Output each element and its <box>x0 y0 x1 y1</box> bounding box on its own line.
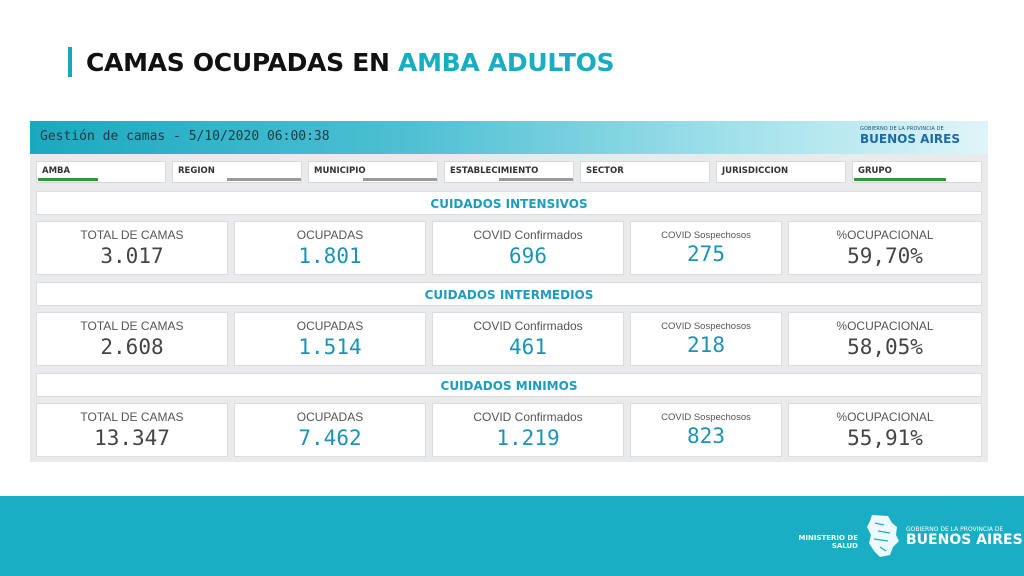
card-caption: COVID Sospechosos <box>661 230 751 241</box>
card-total: TOTAL DE CAMAS 2.608 <box>36 312 228 366</box>
card-confirmados: COVID Confirmados 461 <box>432 312 624 366</box>
card-sospechosos: COVID Sospechosos 823 <box>630 403 782 457</box>
section-title: CUIDADOS INTERMEDIOS <box>424 288 594 302</box>
card-value: 1.514 <box>298 335 362 359</box>
filter-label: GRUPO <box>858 166 892 176</box>
panel-header-text: Gestión de camas - 5/10/2020 06:00:38 <box>40 129 330 144</box>
card-value: 1.219 <box>496 426 560 450</box>
card-ocupacional: %OCUPACIONAL 55,91% <box>788 403 982 457</box>
card-ocupacional: %OCUPACIONAL 58,05% <box>788 312 982 366</box>
card-caption: COVID Confirmados <box>473 319 583 333</box>
card-value: 58,05% <box>847 335 923 359</box>
card-confirmados: COVID Confirmados 1.219 <box>432 403 624 457</box>
card-ocupadas: OCUPADAS 1.801 <box>234 221 426 275</box>
card-value: 55,91% <box>847 426 923 450</box>
filter-label: MUNICIPIO <box>314 166 366 176</box>
card-ocupacional: %OCUPACIONAL 59,70% <box>788 221 982 275</box>
card-value: 823 <box>687 424 725 448</box>
card-caption: TOTAL DE CAMAS <box>80 319 184 333</box>
filter-label: AMBA <box>42 166 71 176</box>
title-accent-bar <box>68 47 72 77</box>
card-value: 275 <box>687 242 725 266</box>
filter-establecimiento[interactable]: ESTABLECIMIENTO <box>444 161 574 183</box>
filter-amba[interactable]: AMBA <box>36 161 166 183</box>
filter-region[interactable]: REGION <box>172 161 302 183</box>
card-caption: COVID Sospechosos <box>661 321 751 332</box>
filter-label: SECTOR <box>586 166 624 176</box>
section-title: CUIDADOS MINIMOS <box>440 379 578 393</box>
card-total: TOTAL DE CAMAS 13.347 <box>36 403 228 457</box>
card-value: 2.608 <box>100 335 164 359</box>
province-logo-small: GOBIERNO DE LA PROVINCIA DE <box>860 126 944 132</box>
card-value: 461 <box>509 335 547 359</box>
card-caption: TOTAL DE CAMAS <box>80 228 184 242</box>
card-value: 59,70% <box>847 244 923 268</box>
card-caption: COVID Sospechosos <box>661 412 751 423</box>
filter-jurisdiccion[interactable]: JURISDICCION <box>716 161 846 183</box>
section-heading-intensivos: CUIDADOS INTENSIVOS <box>36 191 982 215</box>
card-sospechosos: COVID Sospechosos 275 <box>630 221 782 275</box>
card-caption: %OCUPACIONAL <box>836 228 934 242</box>
title-text: CAMAS OCUPADAS EN AMBA ADULTOS <box>86 47 615 77</box>
card-total: TOTAL DE CAMAS 3.017 <box>36 221 228 275</box>
card-ocupadas: OCUPADAS 1.514 <box>234 312 426 366</box>
filter-indicator <box>363 178 437 181</box>
gov-logo: GOBIERNO DE LA PROVINCIA DE BUENOS AIRES <box>906 526 1023 548</box>
province-map-icon <box>867 515 899 557</box>
card-ocupadas: OCUPADAS 7.462 <box>234 403 426 457</box>
filter-bar: AMBA REGION MUNICIPIO ESTABLECIMIENTO SE… <box>36 161 982 183</box>
filter-indicator <box>227 178 301 181</box>
filter-sector[interactable]: SECTOR <box>580 161 710 183</box>
gov-logo-big: BUENOS AIRES <box>906 532 1023 548</box>
title-part2: AMBA ADULTOS <box>398 47 615 77</box>
card-confirmados: COVID Confirmados 696 <box>432 221 624 275</box>
card-value: 7.462 <box>298 426 362 450</box>
card-caption: OCUPADAS <box>296 319 364 333</box>
card-caption: COVID Confirmados <box>473 410 583 424</box>
filter-municipio[interactable]: MUNICIPIO <box>308 161 438 183</box>
card-caption: COVID Confirmados <box>473 228 583 242</box>
section-heading-intermedios: CUIDADOS INTERMEDIOS <box>36 282 982 306</box>
dashboard-panel: Gestión de camas - 5/10/2020 06:00:38 GO… <box>30 121 988 462</box>
card-value: 3.017 <box>100 244 164 268</box>
province-logo: GOBIERNO DE LA PROVINCIA DE BUENOS AIRES <box>860 126 960 146</box>
filter-label: ESTABLECIMIENTO <box>450 166 539 176</box>
title-part1: CAMAS OCUPADAS EN <box>86 47 390 77</box>
card-caption: %OCUPACIONAL <box>836 319 934 333</box>
gov-logo-small: GOBIERNO DE LA PROVINCIA DE <box>906 526 1004 533</box>
card-value: 218 <box>687 333 725 357</box>
filter-label: JURISDICCION <box>722 166 789 176</box>
filter-grupo[interactable]: GRUPO <box>852 161 982 183</box>
filter-label: REGION <box>178 166 215 176</box>
card-caption: OCUPADAS <box>296 410 364 424</box>
filter-indicator <box>854 178 946 181</box>
filter-indicator <box>499 178 573 181</box>
card-sospechosos: COVID Sospechosos 218 <box>630 312 782 366</box>
card-value: 13.347 <box>94 426 170 450</box>
footer-band: MINISTERIO DE SALUD GOBIERNO DE LA PROVI… <box>0 496 1024 576</box>
card-value: 696 <box>509 244 547 268</box>
slide-title: CAMAS OCUPADAS EN AMBA ADULTOS <box>68 44 615 80</box>
ministry-label: MINISTERIO DE SALUD <box>798 534 858 550</box>
section-title: CUIDADOS INTENSIVOS <box>430 197 588 211</box>
province-logo-big: BUENOS AIRES <box>860 132 960 146</box>
card-value: 1.801 <box>298 244 362 268</box>
panel-header: Gestión de camas - 5/10/2020 06:00:38 GO… <box>30 121 988 154</box>
card-caption: OCUPADAS <box>296 228 364 242</box>
section-heading-minimos: CUIDADOS MINIMOS <box>36 373 982 397</box>
filter-indicator <box>38 178 98 181</box>
card-caption: %OCUPACIONAL <box>836 410 934 424</box>
card-caption: TOTAL DE CAMAS <box>80 410 184 424</box>
